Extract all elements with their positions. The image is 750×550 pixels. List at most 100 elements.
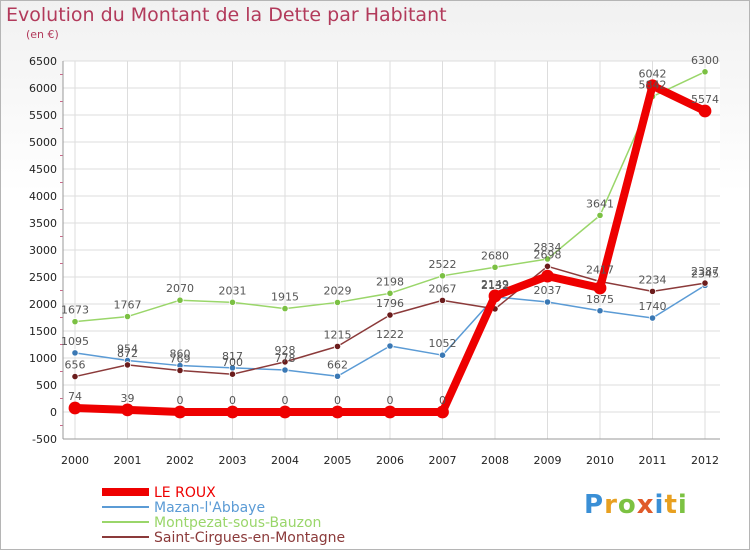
data-point-saint-cirgues-en-montagne (71, 372, 79, 381)
data-point-mazan-l-abbaye (386, 342, 394, 350)
data-point-saint-cirgues-en-montagne (543, 262, 552, 270)
data-point-saint-cirgues-en-montagne (333, 342, 342, 350)
data-label: 1222 (376, 328, 404, 341)
y-tick-label: 5500 (29, 109, 57, 122)
y-tick-label: 0 (50, 406, 57, 419)
data-point-mazan-l-abbaye (71, 349, 79, 357)
data-label: 928 (275, 344, 296, 357)
data-point-montpezat-sous-bauzon (176, 296, 184, 304)
data-point-saint-cirgues-en-montagne (123, 361, 132, 369)
logo-letter: o (617, 490, 637, 520)
x-tick-label: 2008 (481, 454, 509, 467)
data-label: 1052 (429, 337, 457, 350)
data-point-le-roux (278, 405, 292, 419)
logo-letter: P (584, 490, 605, 520)
data-point-saint-cirgues-en-montagne (648, 287, 657, 295)
data-label: 872 (117, 347, 138, 360)
y-tick-label: 4000 (29, 190, 57, 203)
data-point-le-roux (593, 281, 607, 295)
data-label: 1095 (61, 335, 89, 348)
data-point-montpezat-sous-bauzon (71, 318, 79, 326)
legend-label-montpezat-sous-bauzon: Montpezat-sous-Bauzon (154, 515, 321, 531)
data-label: 2198 (376, 275, 404, 288)
chart-subtitle: (en €) (26, 28, 59, 41)
logo-letter: r (604, 490, 618, 520)
data-label: 1215 (324, 328, 352, 341)
data-label: 700 (222, 356, 243, 369)
data-point-montpezat-sous-bauzon (333, 298, 342, 307)
data-label: 2067 (429, 282, 457, 295)
data-label: 74 (68, 390, 82, 403)
data-label: 3641 (586, 197, 614, 210)
y-tick-label: 6000 (29, 82, 57, 95)
data-point-montpezat-sous-bauzon (123, 312, 132, 321)
y-tick-label: 500 (36, 379, 57, 392)
data-label: 0 (282, 394, 289, 407)
x-tick-label: 2009 (534, 454, 562, 467)
data-label: 2029 (324, 284, 352, 297)
data-label: 2149 (481, 278, 509, 291)
data-label: 2070 (166, 282, 194, 295)
chart-title: Evolution du Montant de la Dette par Hab… (6, 4, 447, 26)
data-point-montpezat-sous-bauzon (386, 289, 394, 297)
x-tick-label: 2003 (219, 454, 247, 467)
data-label: 2132 (481, 279, 509, 292)
x-tick-label: 2005 (324, 454, 352, 467)
y-tick-label: 1500 (29, 325, 57, 338)
y-tick-label: 3000 (29, 244, 57, 257)
data-point-montpezat-sous-bauzon (281, 304, 289, 313)
y-tick-label: 1000 (29, 352, 57, 365)
data-point-le-roux (646, 79, 659, 93)
data-label: 2522 (429, 258, 457, 271)
data-point-montpezat-sous-bauzon (701, 68, 709, 76)
y-tick-label: 2000 (29, 298, 57, 311)
data-point-le-roux (173, 405, 187, 419)
data-label: 0 (439, 394, 446, 407)
data-label: 2345 (691, 267, 719, 280)
data-label: 2417 (586, 263, 614, 276)
data-point-le-roux (488, 289, 502, 303)
data-point-montpezat-sous-bauzon (491, 263, 499, 271)
data-point-le-roux (121, 403, 134, 417)
data-label: 0 (334, 394, 341, 407)
data-point-saint-cirgues-en-montagne (176, 366, 184, 375)
data-label: 769 (170, 352, 191, 365)
data-point-montpezat-sous-bauzon (438, 272, 447, 280)
data-label: 2387 (691, 265, 719, 278)
data-label: 2234 (639, 273, 667, 286)
x-tick-label: 2000 (61, 454, 89, 467)
data-point-mazan-l-abbaye (596, 307, 604, 315)
data-label: 1673 (61, 304, 89, 317)
legend-label-le-roux: LE ROUX (154, 485, 216, 501)
data-label: 778 (275, 352, 296, 365)
data-point-montpezat-sous-bauzon (543, 255, 552, 263)
x-tick-label: 2011 (639, 454, 667, 467)
x-tick-label: 2004 (271, 454, 299, 467)
data-label: 6300 (691, 54, 719, 67)
data-label: 1915 (271, 291, 299, 304)
data-label: 0 (387, 394, 394, 407)
data-label: 656 (65, 359, 86, 372)
data-label: 2037 (534, 284, 562, 297)
data-point-le-roux (436, 405, 449, 419)
data-label: 2698 (534, 248, 562, 261)
data-label: 39 (121, 392, 135, 405)
data-point-le-roux (541, 269, 554, 283)
x-tick-label: 2001 (114, 454, 142, 467)
data-label: 0 (229, 394, 236, 407)
data-point-le-roux (331, 405, 344, 419)
data-label: 1875 (586, 293, 614, 306)
x-tick-label: 2012 (691, 454, 719, 467)
data-label: 954 (117, 342, 138, 355)
legend-label-mazan-l-abbaye: Mazan-l'Abbaye (154, 500, 265, 516)
logo-letter: i (677, 490, 688, 520)
x-tick-label: 2002 (166, 454, 194, 467)
logo-letter: x (636, 490, 655, 520)
logo-letter: t (664, 490, 678, 520)
data-point-saint-cirgues-en-montagne (386, 311, 394, 319)
data-label: 2680 (481, 249, 509, 262)
data-point-mazan-l-abbaye (648, 314, 657, 322)
y-tick-label: 5000 (29, 136, 57, 149)
data-point-mazan-l-abbaye (281, 366, 289, 374)
